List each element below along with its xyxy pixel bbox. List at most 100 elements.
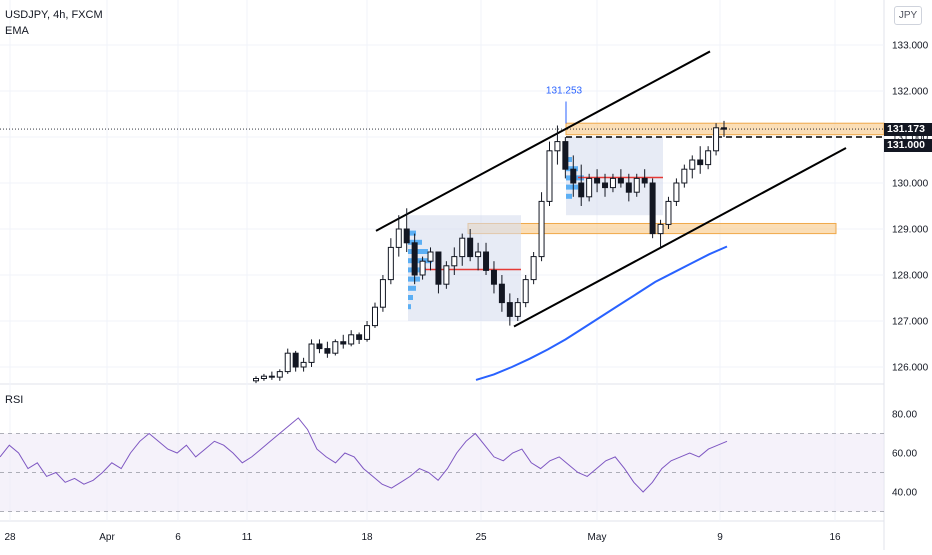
candle-body: [443, 265, 450, 285]
candle-body: [625, 182, 632, 193]
volume-bar: [408, 249, 428, 254]
volume-bar: [566, 193, 572, 199]
y-tick-label: 129.000: [892, 225, 929, 236]
level-price-tag: 131.000: [884, 139, 932, 152]
candle-body: [308, 343, 315, 363]
candle-body: [657, 223, 664, 235]
candle-body: [253, 378, 259, 382]
candle-body: [475, 251, 482, 258]
candle-body: [713, 127, 720, 152]
y-tick-label: 128.000: [892, 271, 929, 282]
candle-body: [260, 375, 267, 380]
candle-body: [324, 348, 331, 354]
candle-body: [633, 177, 640, 193]
volume-bar: [408, 276, 420, 282]
current-price-tag: 131.173: [884, 123, 932, 136]
candle-body: [721, 127, 727, 130]
candle-body: [594, 177, 601, 184]
candle-body: [459, 237, 466, 258]
ema-line: [475, 245, 728, 381]
candle-body: [673, 182, 680, 202]
currency-button[interactable]: JPY: [894, 6, 922, 25]
candle-body: [562, 141, 569, 170]
candle-body: [602, 182, 609, 189]
y-tick-label: 132.000: [892, 87, 929, 98]
candle-body: [411, 242, 418, 276]
candle-body: [276, 371, 283, 378]
channel-upper-line: [375, 50, 711, 232]
candle-body: [332, 341, 339, 354]
candle-body: [514, 302, 521, 317]
y-tick-label: 127.000: [892, 317, 929, 328]
rsi-label: RSI: [5, 394, 24, 406]
volume-bar: [566, 184, 578, 190]
candle-body: [570, 168, 577, 184]
candle-body: [316, 343, 323, 350]
candle-body: [348, 334, 355, 345]
candle-body: [546, 150, 553, 202]
candle-body: [586, 177, 593, 198]
candle-body: [387, 246, 394, 281]
candle-body: [427, 251, 434, 262]
candle-body: [641, 177, 648, 184]
candle-body: [356, 334, 363, 340]
volume-bar: [566, 157, 572, 162]
symbol-title: USDJPY, 4h, FXCM: [5, 9, 103, 21]
candle-body: [371, 306, 378, 327]
candle-body: [554, 141, 561, 152]
candle-body: [467, 237, 474, 258]
candle-body: [681, 168, 688, 184]
channel-lower-line: [513, 147, 847, 328]
x-tick-label: 9: [717, 532, 723, 543]
y-tick-label: 130.000: [892, 179, 929, 190]
x-tick-label: 25: [475, 532, 487, 543]
rsi-tick-label: 60.00: [892, 449, 917, 460]
candle-body: [705, 150, 712, 166]
candle-body: [490, 269, 497, 285]
candle-body: [522, 279, 529, 304]
candle-body: [530, 256, 537, 281]
candle-body: [483, 251, 490, 271]
candle-body: [403, 228, 410, 244]
candle-body: [689, 159, 696, 170]
y-tick-label: 133.000: [892, 41, 929, 52]
rsi-line: [0, 417, 728, 493]
candle-body: [300, 361, 307, 368]
candle-body: [364, 325, 371, 340]
volume-bar: [408, 230, 416, 236]
candle-body: [379, 279, 386, 308]
candle-body: [697, 159, 704, 166]
indicator-label: EMA: [5, 25, 29, 37]
volume-bar: [408, 304, 411, 310]
x-tick-label: May: [588, 532, 607, 543]
y-tick-label: 126.000: [892, 363, 929, 374]
y-tick-label: 131.000: [892, 133, 929, 144]
x-tick-label: 6: [175, 532, 181, 543]
candle-body: [292, 352, 299, 368]
candle-body: [617, 177, 624, 184]
rsi-tick-label: 80.00: [892, 410, 917, 421]
candle-body: [451, 256, 458, 267]
candle-body: [498, 283, 505, 304]
rsi-tick-label: 40.00: [892, 488, 917, 499]
annotation-label: 131.253: [546, 86, 583, 97]
candle-body: [649, 182, 656, 235]
x-tick-label: 16: [829, 532, 841, 543]
candle-body: [340, 341, 347, 345]
candle-body: [395, 228, 402, 248]
x-tick-label: 11: [242, 532, 253, 543]
x-tick-label: 18: [361, 532, 373, 543]
volume-bar: [408, 295, 413, 300]
candle-body: [665, 200, 672, 225]
candle-body: [435, 251, 442, 285]
x-tick-label: 28: [4, 532, 16, 543]
x-tick-label: Apr: [99, 532, 115, 543]
candle-body: [268, 375, 275, 378]
candle-body: [284, 352, 291, 373]
candle-body: [578, 182, 585, 198]
volume-bar: [408, 285, 416, 291]
candle-body: [609, 177, 616, 189]
candle-body: [506, 302, 513, 317]
